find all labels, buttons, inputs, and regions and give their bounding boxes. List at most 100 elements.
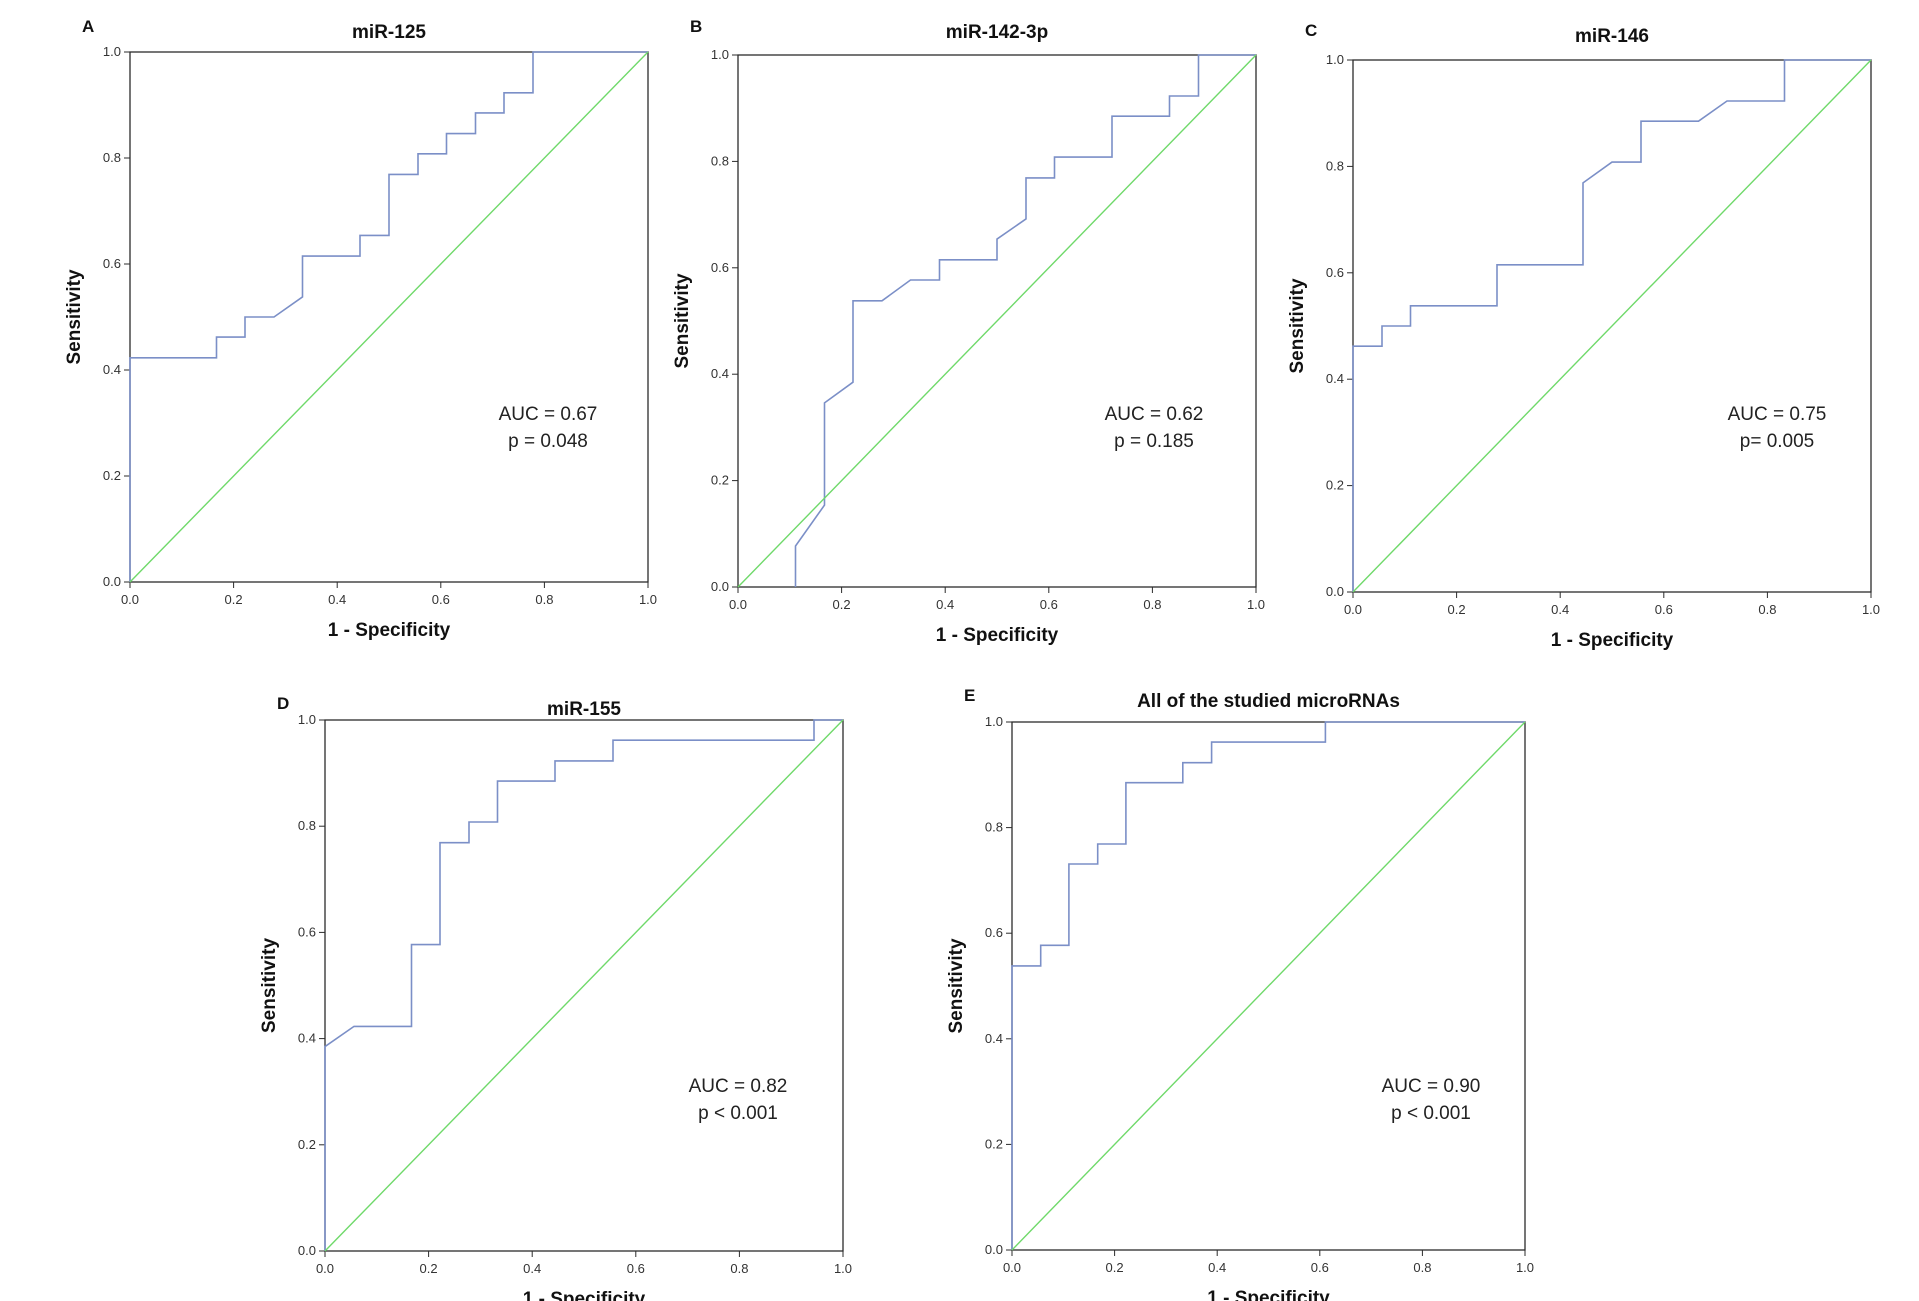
chart-title: All of the studied microRNAs <box>1137 691 1400 712</box>
p-value-annotation: p < 0.001 <box>1391 1103 1471 1124</box>
p-value-annotation: p = 0.185 <box>1114 431 1194 452</box>
x-tick-label: 1.0 <box>1516 1260 1534 1275</box>
x-tick-label: 0.0 <box>121 592 139 607</box>
x-tick-label: 1.0 <box>639 592 657 607</box>
reference-line <box>737 54 1257 588</box>
x-tick-label: 0.6 <box>1655 602 1673 617</box>
roc-panel-e: E All of the studied microRNAs 0.00.0 0.2 0.… <box>946 686 1534 1301</box>
x-tick-label: 0.0 <box>1344 602 1362 617</box>
y-tick-label: 0.2 <box>103 468 121 483</box>
panel-label: E <box>964 686 975 705</box>
y-tick-label: 0.6 <box>711 260 729 275</box>
y-tick-label: 0.0 <box>1326 584 1344 599</box>
y-tick-label: 0.4 <box>298 1031 316 1046</box>
x-tick-label: 0.4 <box>1208 1260 1226 1275</box>
p-value-annotation: p = 0.048 <box>508 431 588 452</box>
y-tick-label: 0.4 <box>985 1031 1003 1046</box>
panel-label: A <box>82 17 94 36</box>
y-tick-label: 0.4 <box>103 362 121 377</box>
y-tick-label: 0.2 <box>711 473 729 488</box>
chart-title: miR-142-3p <box>946 22 1048 43</box>
y-tick-label: 0.0 <box>711 579 729 594</box>
x-axis-label: 1 - Specificity <box>328 620 451 641</box>
y-tick-label: 0.6 <box>985 925 1003 940</box>
x-tick-label: 0.6 <box>432 592 450 607</box>
y-tick-label: 0.4 <box>1326 371 1344 386</box>
x-tick-label: 0.6 <box>1040 597 1058 612</box>
roc-curve <box>1011 721 1525 1250</box>
y-tick-label: 0.8 <box>711 153 729 168</box>
y-tick-label: 0.2 <box>985 1136 1003 1151</box>
y-tick-label: 0.8 <box>103 150 121 165</box>
y-axis-label: Sensitivity <box>64 269 85 364</box>
y-tick-label: 0.6 <box>103 256 121 271</box>
y-tick-label: 0.6 <box>298 924 316 939</box>
plot-frame <box>1352 59 1872 593</box>
x-tick-label: 0.4 <box>523 1261 541 1276</box>
x-tick-label: 0.2 <box>225 592 243 607</box>
x-tick-label: 0.0 <box>1003 1260 1021 1275</box>
p-value-annotation: p= 0.005 <box>1740 431 1815 452</box>
x-tick-label: 0.8 <box>1413 1260 1431 1275</box>
y-tick-label: 0.8 <box>298 818 316 833</box>
y-tick-label: 1.0 <box>711 47 729 62</box>
reference-line <box>129 51 649 583</box>
x-axis-label: 1 - Specificity <box>936 625 1059 646</box>
auc-annotation: AUC = 0.75 <box>1728 404 1827 425</box>
x-tick-label: 0.4 <box>1551 602 1569 617</box>
x-tick-label: 0.4 <box>936 597 954 612</box>
y-axis-label: Sensitivity <box>946 938 967 1033</box>
y-tick-label: 1.0 <box>103 44 121 59</box>
panel-label: C <box>1305 21 1317 40</box>
y-tick-label: 0.6 <box>1326 265 1344 280</box>
chart-title: miR-125 <box>352 22 426 43</box>
x-tick-label: 0.8 <box>1758 602 1776 617</box>
x-tick-label: 0.4 <box>328 592 346 607</box>
auc-annotation: AUC = 0.67 <box>499 404 598 425</box>
y-tick-label: 0.8 <box>985 820 1003 835</box>
x-tick-label: 0.2 <box>1106 1260 1124 1275</box>
p-value-annotation: p < 0.001 <box>698 1103 778 1124</box>
y-tick-label: 1.0 <box>1326 52 1344 67</box>
x-tick-label: 0.8 <box>1143 597 1161 612</box>
reference-line <box>1011 721 1526 1251</box>
x-tick-label: 1.0 <box>834 1261 852 1276</box>
roc-curve <box>129 51 648 582</box>
reference-line <box>1352 59 1872 593</box>
x-tick-label: 0.2 <box>420 1261 438 1276</box>
x-tick-label: 0.0 <box>729 597 747 612</box>
y-tick-label: 0.0 <box>298 1243 316 1258</box>
y-tick-label: 0.2 <box>1326 478 1344 493</box>
x-tick-label: 0.8 <box>535 592 553 607</box>
x-tick-label: 0.6 <box>627 1261 645 1276</box>
y-tick-label: 0.4 <box>711 366 729 381</box>
plot-frame <box>129 51 649 583</box>
roc-curve <box>324 719 843 1251</box>
y-tick-label: 1.0 <box>298 712 316 727</box>
panel-label: D <box>277 694 289 713</box>
x-tick-label: 0.8 <box>730 1261 748 1276</box>
chart-title: miR-146 <box>1575 26 1649 47</box>
x-axis-label: 1 - Specificity <box>1551 630 1674 651</box>
y-tick-label: 0.2 <box>298 1137 316 1152</box>
y-tick-label: 1.0 <box>985 714 1003 729</box>
x-tick-label: 1.0 <box>1862 602 1880 617</box>
x-axis-label: 1 - Specificity <box>523 1289 646 1301</box>
x-tick-label: 0.0 <box>316 1261 334 1276</box>
x-axis-label: 1 - Specificity <box>1207 1288 1330 1301</box>
roc-curve <box>1352 59 1871 592</box>
auc-annotation: AUC = 0.82 <box>689 1076 788 1097</box>
y-axis-label: Sensitivity <box>1287 278 1308 373</box>
roc-curve <box>794 54 1256 587</box>
x-tick-label: 0.6 <box>1311 1260 1329 1275</box>
x-tick-label: 0.2 <box>833 597 851 612</box>
auc-annotation: AUC = 0.90 <box>1382 1076 1481 1097</box>
chart-title: miR-155 <box>547 699 621 720</box>
x-tick-label: 0.2 <box>1448 602 1466 617</box>
auc-annotation: AUC = 0.62 <box>1105 404 1204 425</box>
y-axis-label: Sensitivity <box>259 938 280 1033</box>
